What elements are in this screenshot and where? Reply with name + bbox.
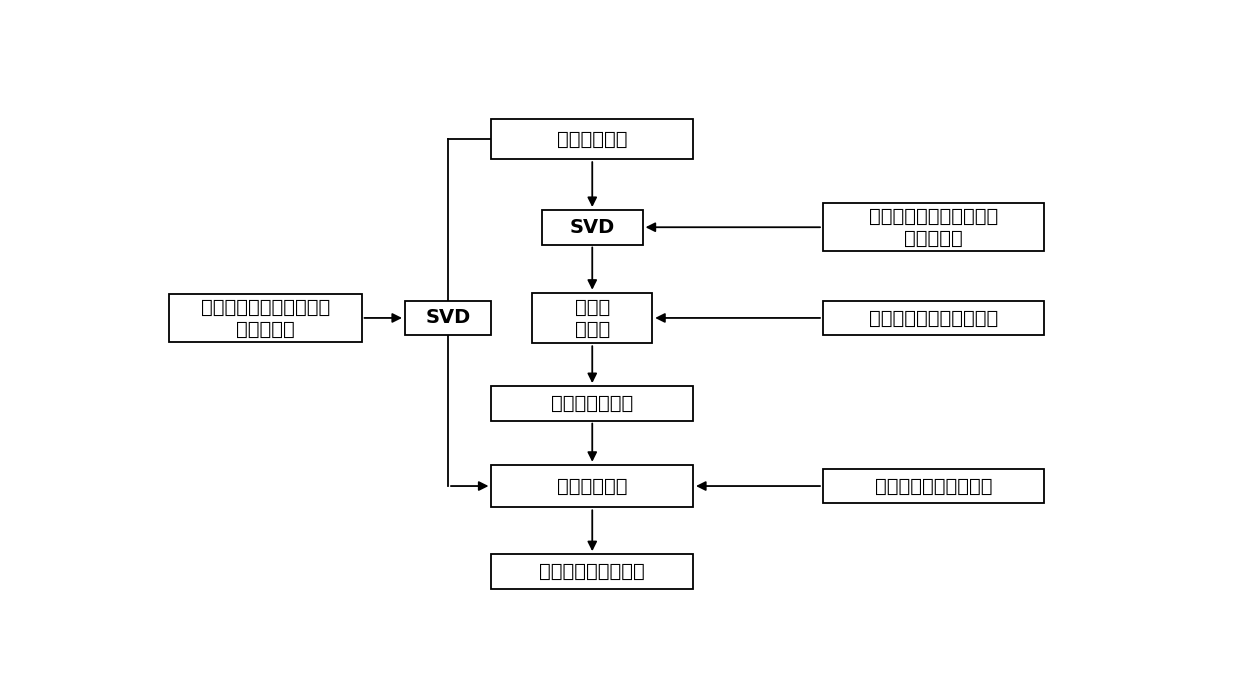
FancyBboxPatch shape (404, 301, 491, 335)
FancyBboxPatch shape (542, 210, 642, 245)
FancyBboxPatch shape (491, 554, 693, 589)
Text: 优化的带通滤波: 优化的带通滤波 (551, 394, 634, 413)
Text: 优化的
频带熵: 优化的 频带熵 (574, 297, 610, 338)
FancyBboxPatch shape (823, 468, 1044, 503)
Text: SVD: SVD (569, 218, 615, 237)
Text: SVD: SVD (425, 308, 471, 328)
Text: 识别轴承的故障类型: 识别轴承的故障类型 (539, 562, 645, 581)
FancyBboxPatch shape (491, 119, 693, 159)
FancyBboxPatch shape (532, 292, 652, 343)
Text: 原始信号输入: 原始信号输入 (557, 130, 627, 149)
FancyBboxPatch shape (491, 465, 693, 507)
FancyBboxPatch shape (491, 386, 693, 421)
FancyBboxPatch shape (823, 301, 1044, 335)
Text: 奇异峭度值相对变化率确
定重构阶次: 奇异峭度值相对变化率确 定重构阶次 (869, 207, 998, 247)
Text: 包络解调分析: 包络解调分析 (557, 477, 627, 495)
Text: 轴承理论故障特征频率: 轴承理论故障特征频率 (874, 477, 992, 495)
Text: 奇异峭度值相对变化率确
定重构阶次: 奇异峭度值相对变化率确 定重构阶次 (201, 297, 330, 338)
FancyBboxPatch shape (170, 294, 362, 342)
Text: 峭度最大值原则优化带宽: 峭度最大值原则优化带宽 (869, 308, 998, 328)
FancyBboxPatch shape (823, 203, 1044, 252)
